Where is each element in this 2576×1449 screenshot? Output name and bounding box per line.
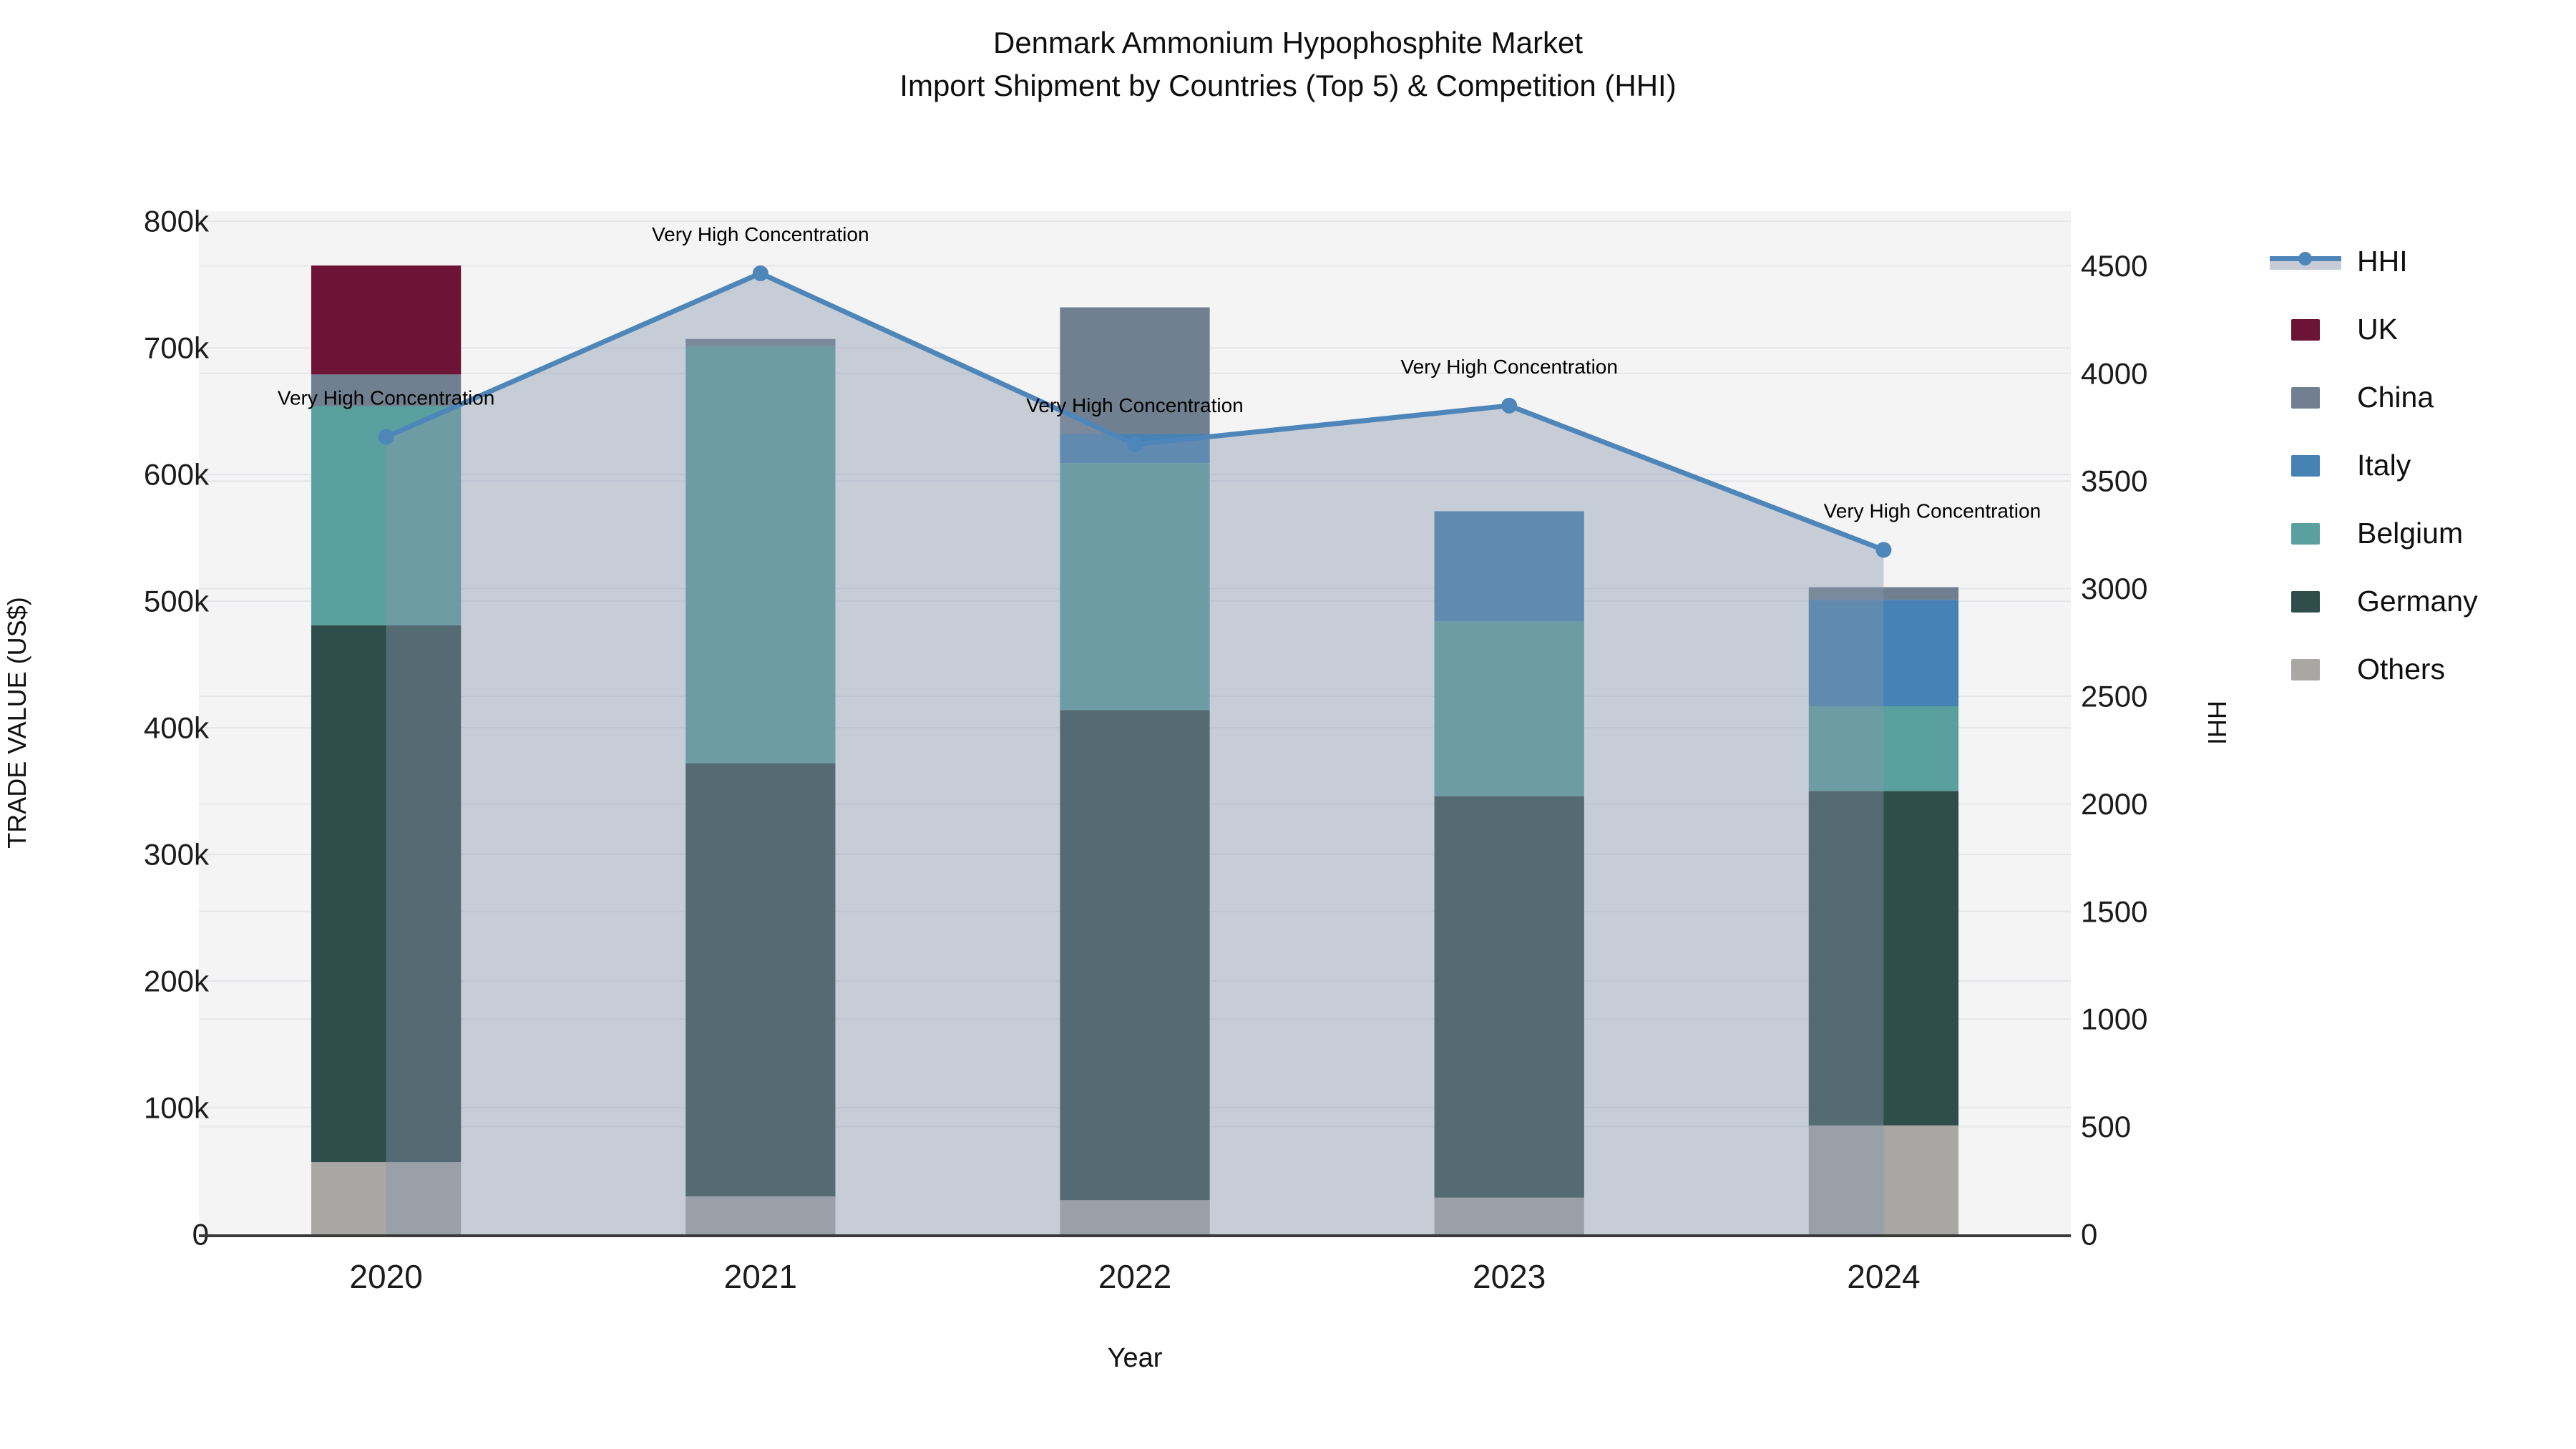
legend-label: China (2357, 381, 2434, 414)
ytick-right: 2000 (2081, 787, 2147, 821)
legend-label: UK (2357, 313, 2398, 346)
hhi-area-fill (386, 273, 1884, 1234)
annotation-2020: Very High Concentration (278, 387, 495, 409)
legend-item-others[interactable]: Others (2270, 635, 2478, 703)
china-legend-swatch-icon (2270, 386, 2341, 409)
x-axis-title: Year (1108, 1343, 1163, 1373)
xtick-2020: 2020 (349, 1258, 422, 1295)
y-axis-title-right: HHI (2202, 701, 2232, 745)
italy-legend-swatch-icon (2270, 454, 2341, 477)
ytick-right: 0 (2081, 1218, 2097, 1252)
annotation-2024: Very High Concentration (1824, 499, 2041, 522)
ytick-right: 4500 (2081, 249, 2147, 283)
bar-segment-2020-germany (311, 625, 462, 1163)
chart-title: Denmark Ammonium Hypophosphite Market Im… (0, 21, 2576, 107)
xtick-2023: 2023 (1473, 1258, 1546, 1295)
legend-item-italy[interactable]: Italy (2270, 431, 2478, 499)
xtick-2024: 2024 (1847, 1258, 1920, 1295)
bar-segment-2022-germany (1060, 710, 1210, 1201)
hhi-marker-2021 (752, 265, 769, 281)
legend-item-china[interactable]: China (2270, 364, 2478, 431)
ytick-left: 300k (144, 838, 210, 872)
xtick-2021: 2021 (724, 1258, 797, 1295)
hhi-marker-2023 (1501, 397, 1518, 414)
bar-segment-2024-china (1808, 587, 1959, 600)
others-legend-swatch-icon (2270, 658, 2341, 680)
bar-segment-2020-china (311, 374, 462, 406)
bar-segment-2023-germany (1434, 796, 1584, 1198)
hhi-marker-2020 (378, 429, 394, 445)
ytick-left: 600k (144, 458, 210, 492)
bar-segment-2021-others (686, 1196, 836, 1234)
bar-segment-2020-uk (311, 265, 462, 375)
belgium-legend-swatch-icon (2270, 522, 2341, 545)
bar-segment-2021-belgium (686, 346, 836, 763)
uk-legend-swatch-icon (2270, 318, 2341, 341)
legend-item-germany[interactable]: Germany (2270, 567, 2478, 635)
bar-segment-2024-italy (1808, 600, 1959, 706)
bar-segment-2022-china (1060, 307, 1210, 434)
ytick-right: 2500 (2081, 680, 2147, 713)
bar-segment-2022-others (1060, 1200, 1210, 1234)
ytick-right: 1000 (2081, 1002, 2147, 1036)
ytick-left: 200k (144, 965, 210, 998)
ytick-left: 700k (144, 331, 210, 365)
ytick-left: 500k (144, 585, 210, 618)
legend-label: Italy (2357, 449, 2411, 482)
annotation-2022: Very High Concentration (1026, 394, 1244, 416)
bar-segment-2020-others (311, 1162, 462, 1234)
bar-segment-2024-germany (1808, 791, 1959, 1126)
legend-item-belgium[interactable]: Belgium (2270, 499, 2478, 567)
ytick-right: 500 (2081, 1110, 2131, 1143)
chart-title-line1: Denmark Ammonium Hypophosphite Market (992, 26, 1583, 59)
legend-item-uk[interactable]: UK (2270, 296, 2478, 364)
ytick-right: 3000 (2081, 572, 2147, 605)
germany-legend-swatch-icon (2270, 590, 2341, 613)
annotation-2023: Very High Concentration (1400, 356, 1618, 378)
bar-segment-2023-others (1434, 1197, 1584, 1234)
bar-segment-2022-belgium (1060, 463, 1210, 711)
y-axis-title-left: TRADE VALUE (US$) (2, 597, 31, 848)
xtick-2022: 2022 (1098, 1258, 1171, 1295)
legend-label: Belgium (2357, 517, 2464, 550)
ytick-left: 100k (144, 1091, 210, 1125)
ytick-left: 400k (144, 711, 210, 745)
legend-label: Germany (2357, 585, 2478, 618)
ytick-left: 800k (144, 205, 210, 238)
hhi-marker-2022 (1127, 436, 1143, 453)
ytick-right: 4000 (2081, 356, 2147, 390)
bar-segment-2024-belgium (1808, 706, 1959, 791)
bar-segment-2021-china (686, 338, 836, 347)
bar-segment-2021-germany (686, 763, 836, 1196)
ytick-right: 1500 (2081, 894, 2147, 928)
legend-item-hhi[interactable]: HHI (2270, 228, 2478, 296)
legend: HHI UK China Italy Belgium Germany Others (2270, 228, 2478, 703)
chart-title-line2: Import Shipment by Countries (Top 5) & C… (899, 69, 1677, 102)
annotation-2021: Very High Concentration (652, 223, 869, 245)
legend-label: HHI (2357, 245, 2408, 278)
ytick-right: 3500 (2081, 464, 2147, 498)
hhi-marker-2024 (1875, 542, 1892, 558)
hhi-legend-swatch-icon (2270, 251, 2341, 271)
legend-label: Others (2357, 653, 2446, 686)
bar-segment-2024-others (1808, 1125, 1959, 1234)
bar-segment-2023-italy (1434, 511, 1584, 622)
bar-segment-2023-belgium (1434, 621, 1584, 796)
